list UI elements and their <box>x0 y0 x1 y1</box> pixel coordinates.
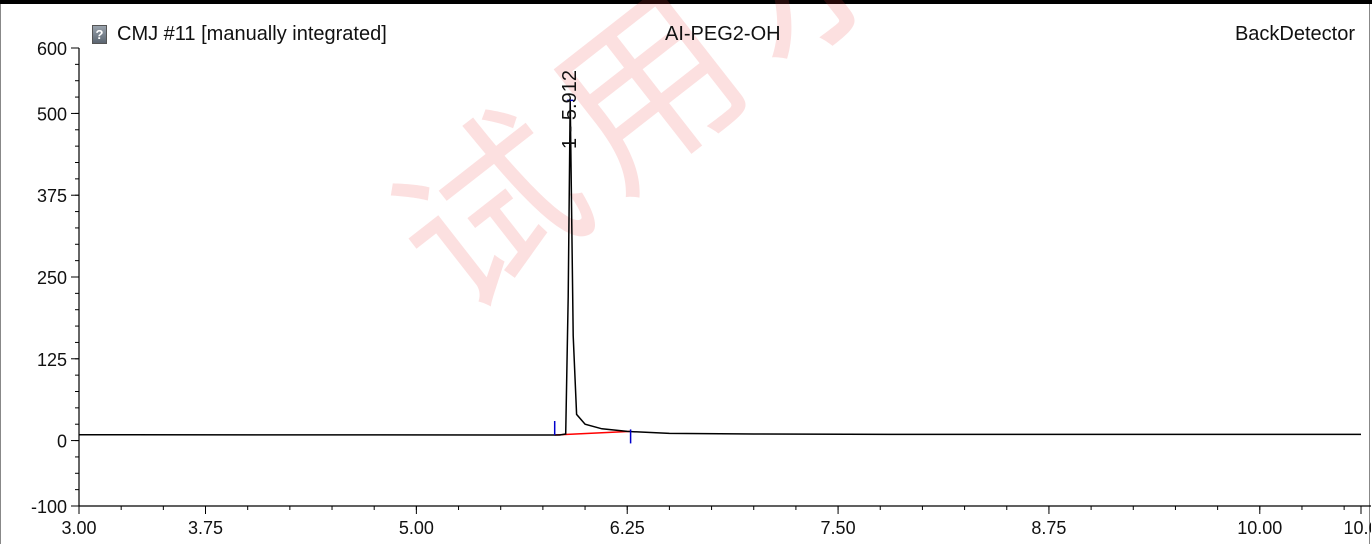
peak-label: 1 - 5.912 <box>559 70 581 149</box>
x-tick-label: 10.6 <box>1343 518 1371 538</box>
sample-name: AI-PEG2-OH <box>665 23 781 45</box>
integration-baseline <box>554 430 631 436</box>
x-tick-label: 7.50 <box>821 518 856 538</box>
x-tick-label: 10.00 <box>1237 518 1282 538</box>
top-border <box>0 0 1372 4</box>
detector-name: BackDetector <box>1234 23 1355 45</box>
y-tick-label: -100 <box>31 497 67 517</box>
y-tick-label: 600 <box>37 39 67 59</box>
chromatogram-trace <box>78 100 1361 436</box>
y-tick-label: 250 <box>37 268 67 288</box>
x-tick-label: 6.25 <box>610 518 645 538</box>
chart-title: CMJ #11 [manually integrated] <box>117 23 387 45</box>
x-tick-label: 3.00 <box>61 518 96 538</box>
x-tick-label: 8.75 <box>1031 518 1066 538</box>
x-tick-label: 5.00 <box>399 518 434 538</box>
y-tick-label: 375 <box>37 186 67 206</box>
document-icon: ? <box>92 25 107 44</box>
x-tick-label: 3.75 <box>188 518 223 538</box>
y-tick-label: 0 <box>57 432 67 452</box>
y-tick-label: 500 <box>37 104 67 124</box>
y-tick-label: 125 <box>37 350 67 370</box>
